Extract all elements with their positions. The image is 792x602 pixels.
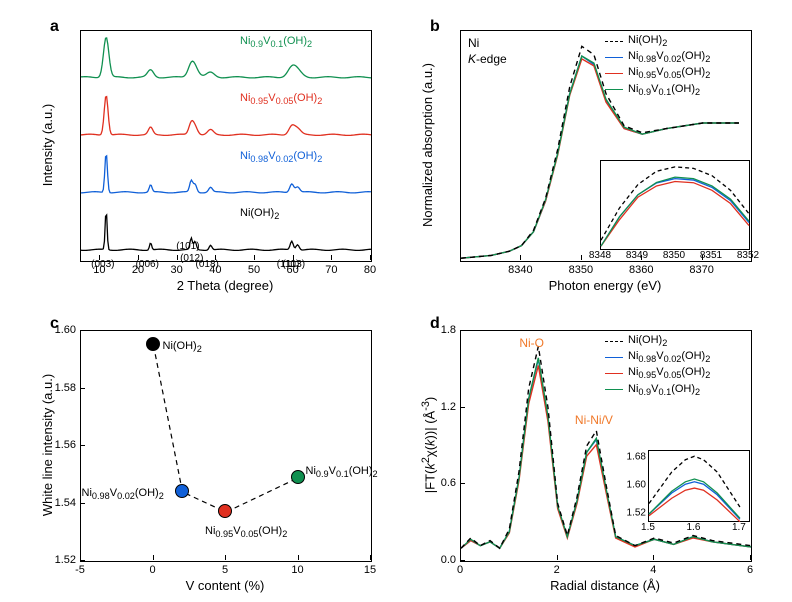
panel-d-ylabel: |FT(k2χ(k))| (Å-3): [420, 330, 437, 560]
panel-a-ylabel: Intensity (a.u.): [40, 30, 55, 260]
panel-c-xlabel: V content (%): [80, 578, 370, 593]
panel-b-ylabel: Normalized absorption (a.u.): [420, 30, 435, 260]
panel-d-xlabel: Radial distance (Å): [460, 578, 750, 593]
panel-b-xlabel: Photon energy (eV): [460, 278, 750, 293]
panel-a-plot: [80, 30, 372, 262]
panel-a-xlabel: 2 Theta (degree): [80, 278, 370, 293]
